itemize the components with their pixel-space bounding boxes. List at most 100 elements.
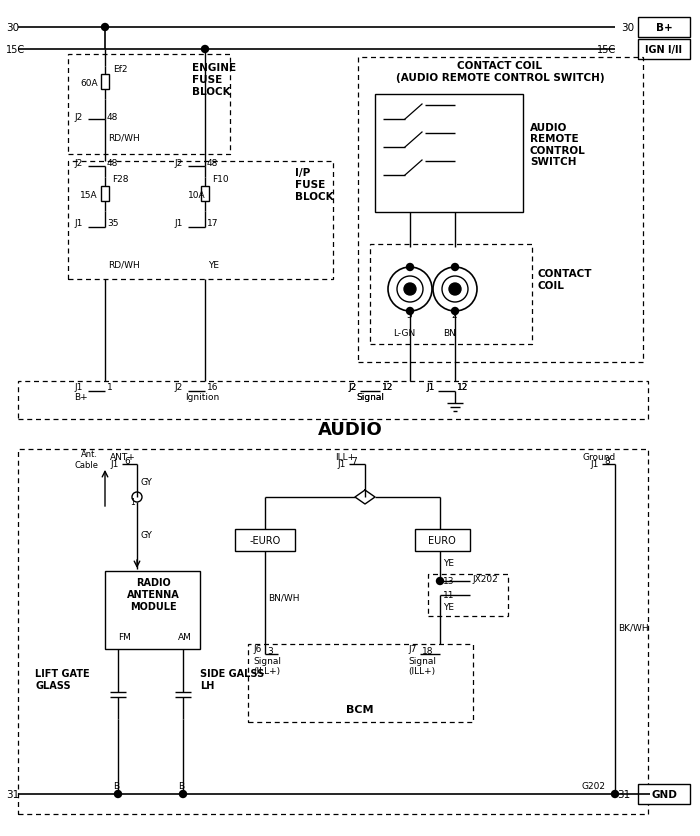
Bar (428, 574, 508, 616)
Text: CONTACT COIL
(AUDIO REMOTE CONTROL SWITCH): CONTACT COIL (AUDIO REMOTE CONTROL SWITC… (395, 61, 604, 83)
Text: AUDIO: AUDIO (318, 421, 382, 438)
Text: 60A: 60A (80, 79, 97, 88)
Text: 30: 30 (6, 23, 19, 33)
Circle shape (388, 268, 432, 312)
Text: BK/WH: BK/WH (618, 623, 649, 632)
Text: EURO: EURO (428, 535, 456, 545)
Text: B: B (113, 782, 119, 791)
Bar (18, 381, 648, 420)
Text: YE: YE (443, 602, 454, 611)
Text: RADIO
ANTENNA
MODULE: RADIO ANTENNA MODULE (127, 578, 179, 611)
Circle shape (179, 791, 186, 798)
Text: RD/WH: RD/WH (108, 260, 140, 269)
Text: 1: 1 (107, 382, 113, 391)
Text: FM: FM (118, 633, 131, 642)
Text: B: B (178, 782, 184, 791)
Text: J7: J7 (408, 645, 416, 654)
Text: 15C: 15C (6, 45, 25, 55)
Text: BN/WH: BN/WH (268, 593, 300, 602)
Text: J1: J1 (426, 382, 435, 391)
Text: BCM: BCM (346, 704, 374, 714)
Text: 12: 12 (457, 382, 468, 391)
Text: RD/WH: RD/WH (108, 133, 140, 142)
Circle shape (433, 268, 477, 312)
Circle shape (612, 791, 619, 798)
Text: IGN I/II: IGN I/II (645, 45, 682, 55)
Text: J2: J2 (348, 382, 356, 391)
Bar (101, 75, 109, 90)
Bar (638, 784, 690, 804)
Text: 1: 1 (130, 498, 135, 507)
Text: J2: J2 (74, 112, 83, 121)
Text: 2: 2 (451, 311, 456, 320)
Text: JX202: JX202 (472, 575, 498, 584)
Text: Signal: Signal (408, 657, 436, 665)
Text: J2: J2 (348, 382, 356, 391)
Text: (ILL+): (ILL+) (408, 666, 435, 675)
Circle shape (437, 578, 444, 585)
Text: Signal: Signal (356, 392, 384, 401)
Bar (358, 58, 643, 363)
Circle shape (102, 24, 108, 32)
Text: 15A: 15A (80, 191, 97, 199)
Bar (68, 162, 333, 280)
Text: 31: 31 (617, 789, 630, 799)
Text: BN: BN (443, 328, 456, 337)
Text: SIDE GALSS
LH: SIDE GALSS LH (200, 669, 265, 690)
Bar (68, 55, 230, 155)
Text: J6: J6 (253, 645, 261, 654)
Text: 17: 17 (207, 219, 218, 228)
Text: 7: 7 (351, 457, 357, 466)
Text: J1: J1 (110, 460, 118, 469)
Text: 31: 31 (6, 789, 20, 799)
Text: L-GN: L-GN (393, 328, 415, 337)
Text: F10: F10 (212, 176, 229, 184)
Text: AUDIO
REMOTE
CONTROL
SWITCH: AUDIO REMOTE CONTROL SWITCH (530, 122, 586, 167)
Text: 48: 48 (107, 158, 118, 167)
Text: 12: 12 (457, 382, 468, 391)
Text: Ignition: Ignition (185, 392, 219, 401)
Text: J1: J1 (74, 219, 83, 228)
Text: J2: J2 (74, 158, 83, 167)
Text: 11: 11 (443, 591, 454, 599)
Text: Ef2: Ef2 (113, 65, 127, 74)
Text: LIFT GATE
GLASS: LIFT GATE GLASS (35, 669, 90, 690)
Bar (638, 40, 690, 60)
Text: J1: J1 (174, 219, 183, 228)
Circle shape (449, 283, 461, 296)
Circle shape (202, 47, 209, 54)
Text: ANT+: ANT+ (110, 453, 136, 462)
Bar (105, 571, 200, 650)
Text: J1: J1 (426, 382, 435, 391)
Text: J2: J2 (174, 382, 182, 391)
Text: 48: 48 (107, 112, 118, 121)
Text: ENGINE
FUSE
BLOCK: ENGINE FUSE BLOCK (192, 64, 236, 96)
Circle shape (442, 277, 468, 303)
Bar (18, 450, 648, 814)
Text: 15C: 15C (597, 45, 616, 55)
Bar (375, 95, 523, 212)
Text: J1: J1 (74, 382, 83, 391)
Text: 8: 8 (604, 457, 610, 466)
Text: YE: YE (443, 558, 454, 567)
Text: GY: GY (140, 530, 152, 539)
Text: 16: 16 (207, 382, 218, 391)
Text: GND: GND (651, 789, 677, 799)
Text: (ILL+): (ILL+) (253, 666, 280, 675)
Text: J1: J1 (337, 460, 345, 469)
Text: F28: F28 (112, 176, 129, 184)
Bar (248, 645, 473, 722)
Text: 35: 35 (107, 219, 118, 228)
Text: -EURO: -EURO (249, 535, 281, 545)
Circle shape (407, 308, 414, 315)
Text: 3: 3 (267, 647, 273, 655)
Text: CONTACT
COIL: CONTACT COIL (538, 269, 592, 290)
Circle shape (407, 264, 414, 271)
Text: YE: YE (208, 260, 219, 269)
Text: 30: 30 (621, 23, 634, 33)
Text: J2: J2 (174, 158, 182, 167)
Bar (638, 18, 690, 38)
Text: Signal: Signal (253, 657, 281, 665)
Text: I/P
FUSE
BLOCK: I/P FUSE BLOCK (295, 168, 334, 201)
Text: 48: 48 (207, 158, 218, 167)
